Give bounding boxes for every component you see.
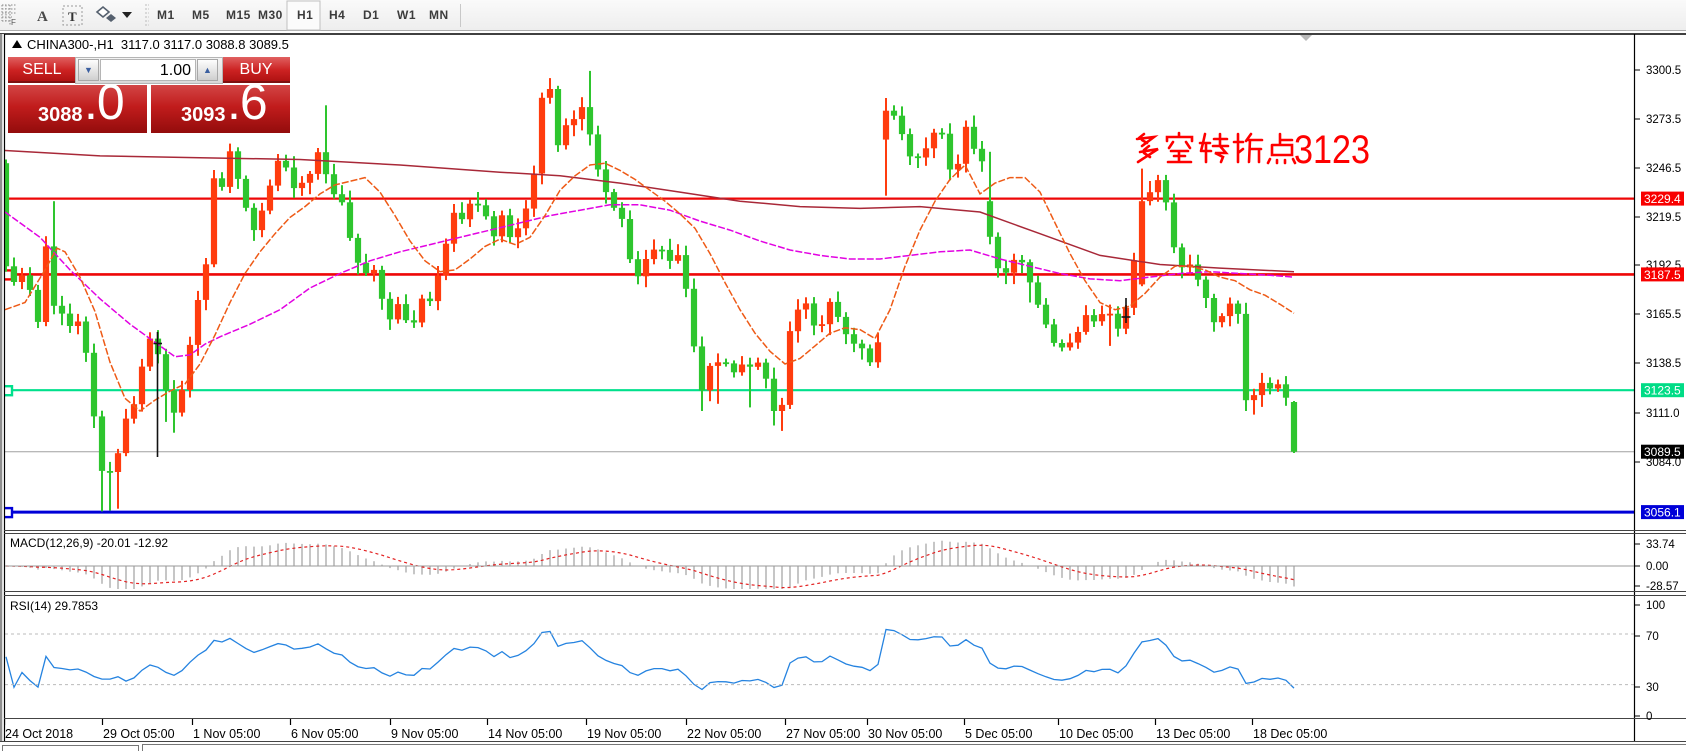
svg-text:6 Nov 05:00: 6 Nov 05:00 <box>291 727 358 741</box>
svg-text:100: 100 <box>1646 600 1665 612</box>
svg-text:3187.5: 3187.5 <box>1644 268 1681 282</box>
svg-text:3273.5: 3273.5 <box>1646 114 1681 126</box>
svg-text:22 Nov 05:00: 22 Nov 05:00 <box>687 727 761 741</box>
svg-text:3123: 3123 <box>1294 128 1370 172</box>
svg-text:A: A <box>37 9 48 25</box>
svg-text:19 Nov 05:00: 19 Nov 05:00 <box>587 727 661 741</box>
svg-text:MACD(12,26,9) -20.01 -12.92: MACD(12,26,9) -20.01 -12.92 <box>10 536 168 550</box>
svg-text:F: F <box>11 18 16 27</box>
svg-text:CHINA300-,H1 3117.0 3117.0 30: CHINA300-,H1 3117.0 3117.0 3088.8 3089.5 <box>27 37 289 52</box>
svg-text:13 Dec 05:00: 13 Dec 05:00 <box>1156 727 1230 741</box>
svg-text:70: 70 <box>1646 631 1659 643</box>
svg-text:24 Oct 2018: 24 Oct 2018 <box>5 727 73 741</box>
svg-text:3229.4: 3229.4 <box>1644 192 1681 206</box>
svg-text:3089.5: 3089.5 <box>1644 445 1681 459</box>
svg-text:3138.5: 3138.5 <box>1646 358 1681 370</box>
svg-text:14 Nov 05:00: 14 Nov 05:00 <box>488 727 562 741</box>
svg-text:T: T <box>68 9 77 24</box>
svg-text:3219.5: 3219.5 <box>1646 212 1681 224</box>
svg-text:29 Oct 05:00: 29 Oct 05:00 <box>103 727 175 741</box>
svg-text:RSI(14) 29.7853: RSI(14) 29.7853 <box>10 599 98 613</box>
svg-text:3300.5: 3300.5 <box>1646 65 1681 77</box>
svg-text:3056.1: 3056.1 <box>1644 506 1681 520</box>
svg-text:27 Nov 05:00: 27 Nov 05:00 <box>786 727 860 741</box>
svg-text:3111.0: 3111.0 <box>1646 408 1679 420</box>
svg-text:3084.0: 3084.0 <box>1646 457 1681 469</box>
svg-text:3165.5: 3165.5 <box>1646 309 1681 321</box>
svg-text:0: 0 <box>1646 711 1652 723</box>
svg-text:-28.57: -28.57 <box>1646 581 1679 593</box>
svg-text:0.00: 0.00 <box>1646 561 1668 573</box>
svg-text:1 Nov 05:00: 1 Nov 05:00 <box>193 727 260 741</box>
svg-text:33.74: 33.74 <box>1646 539 1675 551</box>
svg-text:30: 30 <box>1646 682 1659 694</box>
svg-text:3246.5: 3246.5 <box>1646 163 1681 175</box>
svg-text:30 Nov 05:00: 30 Nov 05:00 <box>868 727 942 741</box>
svg-text:18 Dec 05:00: 18 Dec 05:00 <box>1253 727 1327 741</box>
svg-text:3123.5: 3123.5 <box>1644 384 1681 398</box>
svg-text:10 Dec 05:00: 10 Dec 05:00 <box>1059 727 1133 741</box>
svg-text:9 Nov 05:00: 9 Nov 05:00 <box>391 727 458 741</box>
svg-text:5 Dec 05:00: 5 Dec 05:00 <box>965 727 1032 741</box>
